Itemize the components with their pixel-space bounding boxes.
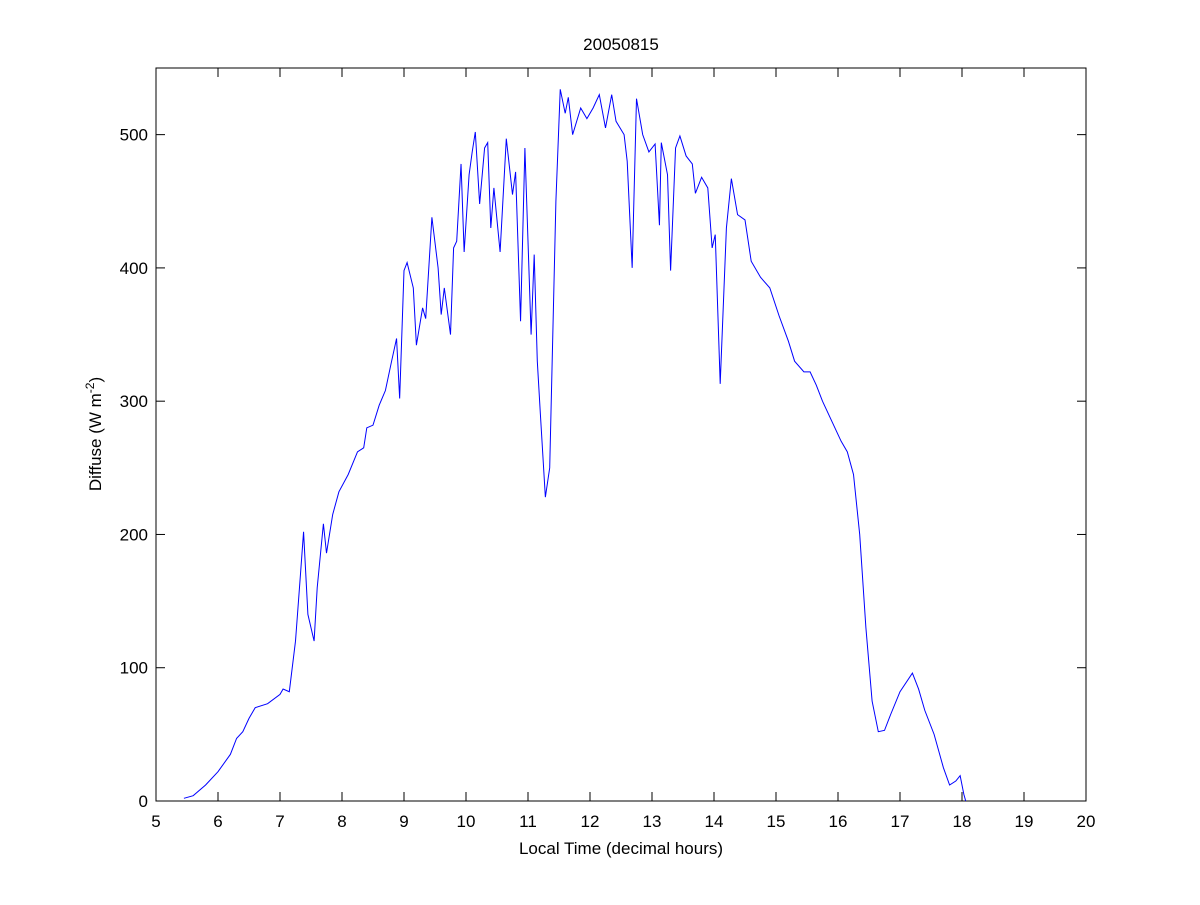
x-tick-label: 7 xyxy=(275,812,284,831)
x-tick-label: 6 xyxy=(213,812,222,831)
y-label-sup: -2 xyxy=(83,382,97,393)
x-tick-label: 9 xyxy=(399,812,408,831)
x-tick-label: 15 xyxy=(767,812,786,831)
x-axis-label: Local Time (decimal hours) xyxy=(519,839,723,858)
x-tick-label: 13 xyxy=(643,812,662,831)
x-tick-label: 12 xyxy=(581,812,600,831)
x-tick-label: 18 xyxy=(953,812,972,831)
y-tick-label: 400 xyxy=(120,259,148,278)
y-tick-label: 0 xyxy=(139,792,148,811)
y-label-part: Diffuse (W m xyxy=(86,393,105,491)
y-tick-label: 500 xyxy=(120,126,148,145)
x-tick-label: 19 xyxy=(1015,812,1034,831)
x-tick-label: 11 xyxy=(519,812,537,831)
x-tick-label: 20 xyxy=(1077,812,1096,831)
y-tick-label: 300 xyxy=(120,392,148,411)
x-tick-label: 17 xyxy=(891,812,910,831)
x-tick-label: 16 xyxy=(829,812,848,831)
y-tick-label: 100 xyxy=(120,659,148,678)
x-tick-label: 5 xyxy=(151,812,160,831)
x-tick-label: 8 xyxy=(337,812,346,831)
x-tick-label: 14 xyxy=(705,812,724,831)
plot-frame xyxy=(155,67,1087,802)
y-tick-label: 200 xyxy=(120,525,148,544)
x-tick-label: 10 xyxy=(457,812,476,831)
y-axis-label: Diffuse (W m-2) xyxy=(83,377,105,491)
data-line xyxy=(183,89,967,802)
chart-title: 20050815 xyxy=(583,35,659,54)
y-label-part: ) xyxy=(86,377,105,383)
